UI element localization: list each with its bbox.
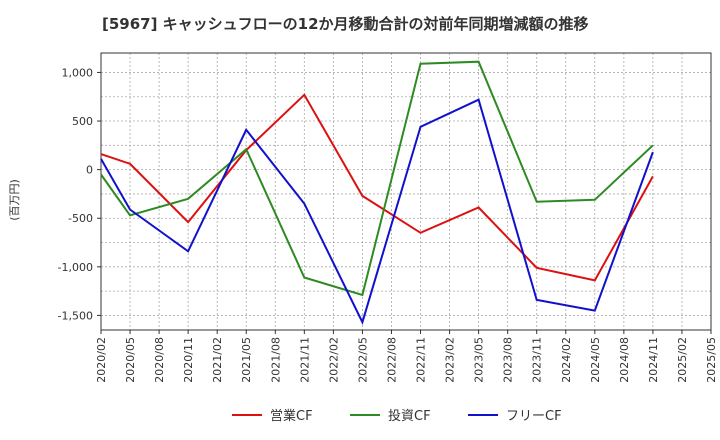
x-tick-label: 2020/02 — [95, 337, 108, 383]
gridlines — [100, 53, 712, 330]
y-axis-label: (百万円) — [8, 179, 21, 221]
series-line-1 — [100, 60, 654, 297]
x-tick-label: 2022/08 — [385, 337, 398, 383]
series-line-0 — [100, 93, 654, 282]
x-tick-label: 2025/02 — [676, 337, 689, 383]
x-tick-label: 2020/05 — [124, 337, 137, 383]
x-tick-label: 2024/02 — [560, 337, 573, 383]
plot-area — [101, 53, 711, 330]
y-tick-label: 1,000 — [62, 66, 94, 79]
x-tick-labels: 2020/02 2020/05 2020/08 2020/11 2021/02 2021/… — [95, 337, 718, 383]
x-tick-label: 2022/02 — [327, 337, 340, 383]
x-tick-label: 2020/11 — [182, 337, 195, 383]
x-tick-label: 2023/11 — [531, 337, 544, 383]
x-tick-label: 2024/08 — [618, 337, 631, 383]
x-tick-label: 2022/11 — [415, 337, 428, 383]
x-tick-label: 2022/05 — [356, 337, 369, 383]
chart-title: [5967] キャッシュフローの12か月移動合計の対前年同期増減額の推移 — [102, 15, 589, 33]
x-tick-label: 2021/05 — [240, 337, 253, 383]
series-line-2 — [100, 98, 654, 325]
x-tick-label: 2021/02 — [211, 337, 224, 383]
y-tick-label: -1,000 — [58, 261, 93, 274]
axes — [97, 52, 712, 334]
y-tick-label: 0 — [86, 164, 93, 177]
x-tick-label: 2023/02 — [444, 337, 457, 383]
series-lines — [100, 60, 654, 325]
x-tick-label: 2023/05 — [473, 337, 486, 383]
legend-label-free: フリーCF — [506, 409, 562, 424]
x-tick-label: 2024/11 — [647, 337, 660, 383]
y-tick-label: -500 — [68, 212, 93, 225]
x-tick-label: 2023/08 — [502, 337, 515, 383]
x-tick-label: 2020/08 — [153, 337, 166, 383]
x-tick-label: 2025/05 — [705, 337, 718, 383]
legend-label-operating: 営業CF — [270, 408, 313, 424]
y-tick-labels: 1,000 500 0 -500 -1,000 -1,500 — [58, 66, 93, 322]
legend-label-investing: 投資CF — [388, 408, 431, 424]
x-tick-label: 2021/11 — [298, 337, 311, 383]
y-tick-label: -1,500 — [58, 309, 93, 322]
y-tick-label: 500 — [72, 115, 93, 128]
plot-border — [100, 52, 712, 331]
x-tick-label: 2021/08 — [269, 337, 282, 383]
x-tick-label: 2024/05 — [589, 337, 602, 383]
legend: 営業CF 投資CF フリーCF — [232, 408, 562, 424]
